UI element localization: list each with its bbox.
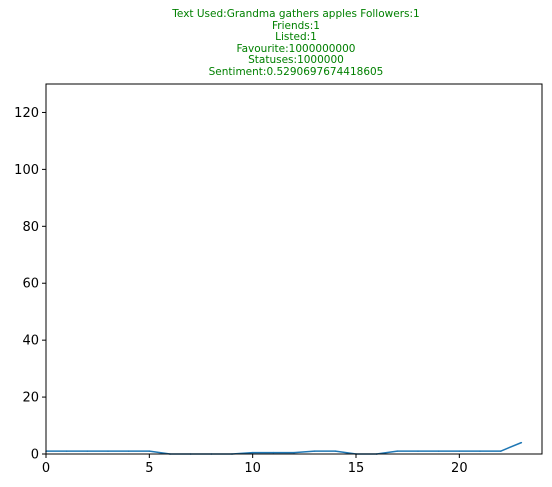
series-layer (45, 441, 523, 455)
data-point (334, 450, 337, 452)
data-point (148, 450, 151, 452)
data-point (396, 450, 399, 452)
data-point (251, 451, 254, 454)
y-tick-label: 20 (22, 391, 39, 406)
data-point (65, 450, 68, 452)
x-tick-label: 10 (244, 461, 261, 476)
x-tick-label: 15 (348, 461, 365, 476)
y-tick-label: 40 (22, 334, 39, 349)
data-point (107, 450, 109, 452)
chart-title-line: Friends:1 (272, 19, 320, 32)
y-tick-label: 0 (31, 448, 39, 463)
chart-title-line: Favourite:1000000000 (236, 42, 356, 55)
chart-title-line: Text Used:Grandma gathers apples Followe… (172, 8, 420, 20)
data-point (272, 451, 275, 454)
data-point (458, 450, 461, 452)
y-tick-label: 100 (14, 163, 39, 178)
y-tick-label: 80 (22, 220, 39, 235)
data-point (479, 450, 481, 452)
chart-title-line: Listed:1 (275, 31, 317, 44)
data-point (437, 450, 440, 452)
data-point (293, 451, 295, 454)
x-tick-label: 20 (451, 461, 468, 476)
data-point (86, 450, 89, 452)
series-line (46, 441, 522, 455)
x-tick-label: 0 (42, 461, 50, 476)
y-tick-label: 60 (22, 277, 39, 292)
chart-title-line: Sentiment:0.5290697674418605 (208, 65, 384, 78)
data-point (313, 450, 316, 452)
y-tick-label: 120 (14, 106, 39, 121)
chart-title: Text Used:Grandma gathers apples Followe… (46, 8, 546, 79)
data-point (520, 441, 523, 444)
data-point (127, 450, 130, 452)
plot-frame (45, 83, 543, 455)
data-point (499, 450, 502, 452)
chart-title-line: Statuses:1000000 (248, 54, 344, 67)
ticks-layer: 0 5 10 15 20 0 20 40 60 80 100 120 (14, 106, 467, 476)
x-tick-label: 5 (145, 461, 153, 476)
data-point (417, 450, 419, 452)
